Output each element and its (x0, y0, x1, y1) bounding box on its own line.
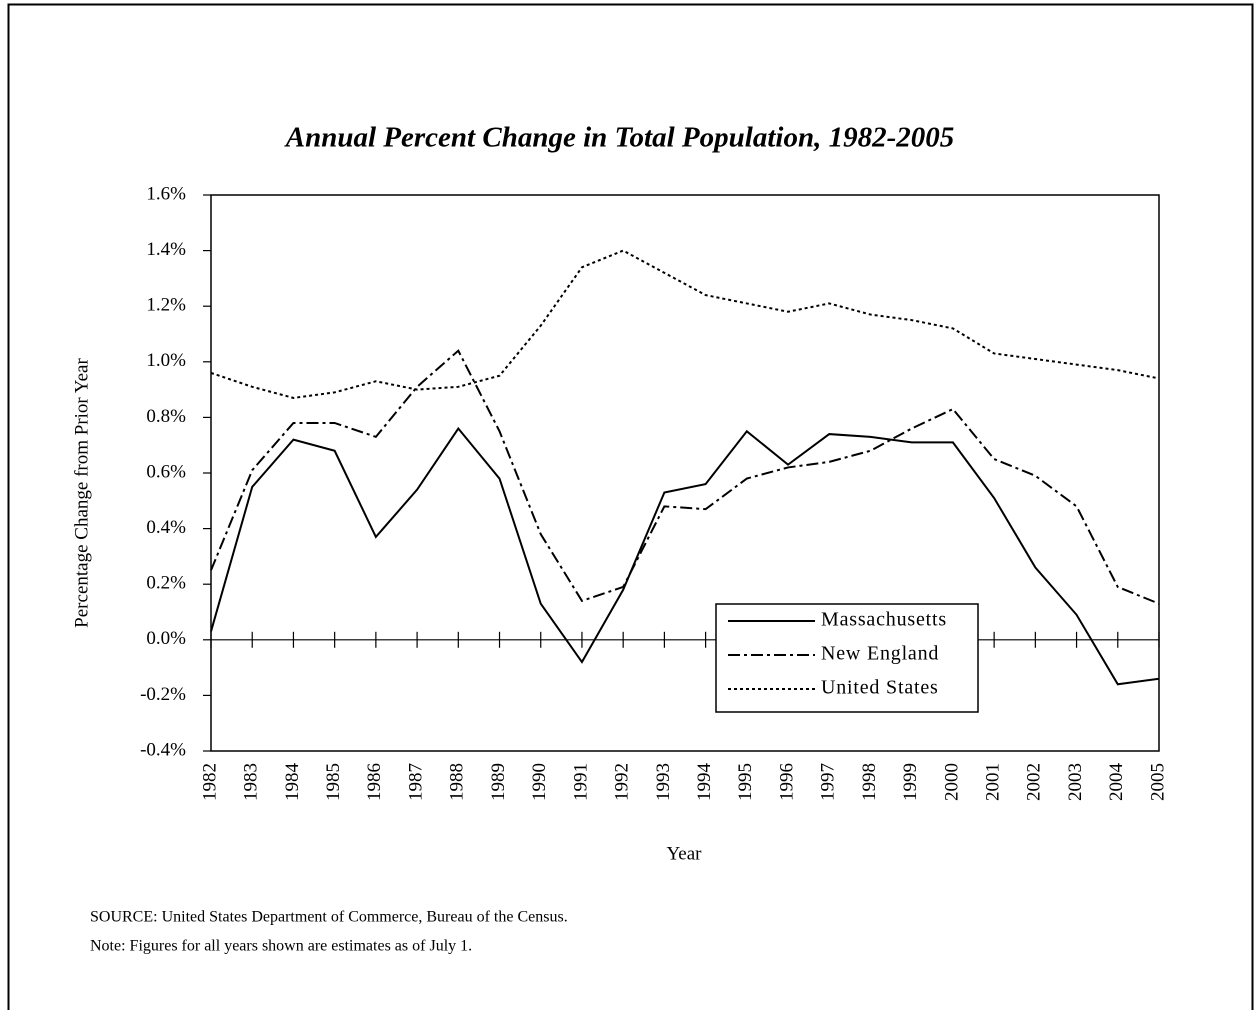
x-tick-label: 2005 (1147, 763, 1168, 801)
x-axis-label: Year (666, 843, 702, 864)
legend-label: United States (821, 677, 939, 699)
y-tick-label: 1.0% (146, 350, 186, 371)
y-tick-label: -0.2% (140, 684, 186, 705)
x-tick-label: 1989 (488, 763, 509, 801)
y-tick-label: 1.4% (146, 239, 186, 260)
x-tick-label: 2000 (941, 763, 962, 801)
x-tick-label: 1990 (529, 763, 550, 801)
x-tick-label: 1992 (612, 763, 633, 801)
plot-area (210, 194, 1160, 752)
legend-label: Massachusetts (821, 609, 947, 631)
x-tick-label: 1987 (405, 763, 426, 801)
series-line (210, 426, 1160, 686)
legend-label: New England (821, 643, 939, 665)
x-tick-label: 1995 (735, 763, 756, 801)
x-tick-label: 1991 (570, 763, 591, 801)
y-tick-label: -0.4% (140, 739, 186, 760)
x-tick-label: 2004 (1106, 763, 1127, 802)
series-line (210, 349, 1160, 605)
x-tick-label: 1983 (241, 763, 262, 801)
y-tick-label: 1.6% (146, 183, 186, 204)
x-tick-label: 2003 (1065, 763, 1086, 801)
y-axis-label: Percentage Change from Prior Year (71, 358, 92, 628)
x-tick-label: 1993 (653, 763, 674, 801)
y-tick-label: 0.8% (146, 406, 186, 427)
note: Note: Figures for all years shown are es… (90, 938, 472, 955)
x-tick-label: 1982 (199, 763, 220, 801)
x-tick-label: 1988 (447, 763, 468, 801)
x-tick-label: 1998 (859, 763, 880, 801)
y-tick-label: 0.6% (146, 461, 186, 482)
x-tick-label: 2002 (1024, 763, 1045, 801)
x-tick-label: 1996 (776, 763, 797, 801)
x-tick-label: 2001 (982, 763, 1003, 801)
y-tick-label: 0.0% (146, 628, 186, 649)
chart-title: Annual Percent Change in Total Populatio… (284, 122, 954, 154)
x-tick-label: 1984 (282, 763, 303, 802)
series-line (210, 249, 1160, 399)
frame (7, 3, 1254, 1010)
x-tick-label: 1999 (900, 763, 921, 801)
x-tick-label: 1994 (694, 763, 715, 802)
y-tick-label: 0.2% (146, 573, 186, 594)
x-tick-label: 1985 (323, 763, 344, 801)
x-tick-label: 1997 (818, 763, 839, 801)
source-note: SOURCE: United States Department of Comm… (90, 909, 568, 926)
y-tick-label: 0.4% (146, 517, 186, 538)
y-tick-label: 1.2% (146, 295, 186, 316)
x-tick-label: 1986 (364, 763, 385, 801)
